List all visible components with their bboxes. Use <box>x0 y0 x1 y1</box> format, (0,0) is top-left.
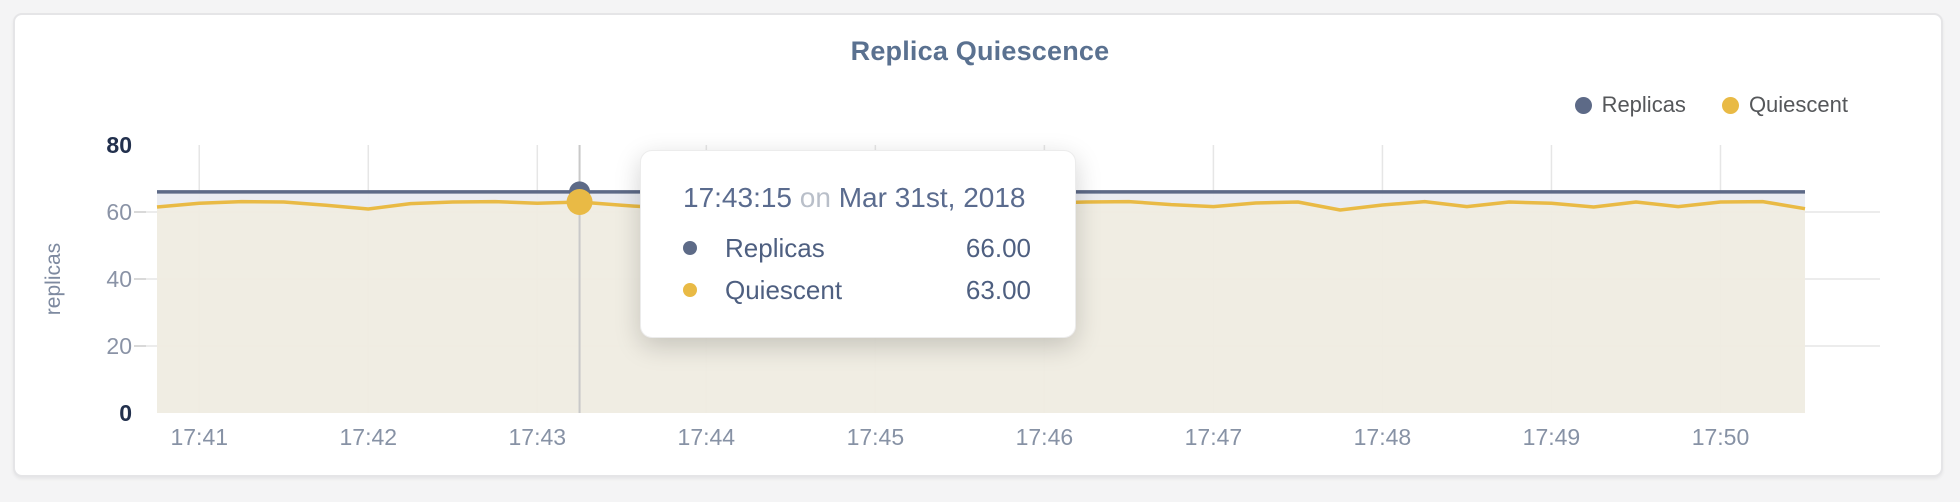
x-tick-label: 17:50 <box>1691 424 1750 450</box>
legend-item-quiescent[interactable]: Quiescent <box>1721 92 1848 118</box>
chart-legend: Replicas Quiescent <box>1574 92 1848 118</box>
tooltip-quiescent-value: 63.00 <box>965 274 1031 305</box>
x-tick-label: 17:44 <box>677 424 736 450</box>
y-tick-label: 0 <box>119 400 132 426</box>
x-tick-label: 17:45 <box>846 424 905 450</box>
legend-label-replicas: Replicas <box>1601 92 1686 117</box>
tooltip-rows: Replicas 66.00 Quiescent 63.00 <box>683 227 1031 311</box>
tooltip-row-replicas: Replicas 66.00 <box>683 227 1031 269</box>
tooltip-time: 17:43:15 <box>683 182 792 213</box>
replicas-series-dot-icon <box>1574 96 1592 114</box>
tooltip-header: 17:43:15 on Mar 31st, 2018 <box>683 181 1031 215</box>
tooltip-quiescent-label: Quiescent <box>725 274 843 305</box>
tooltip-replicas-value: 66.00 <box>965 232 1031 263</box>
tooltip-preposition: on <box>799 182 831 213</box>
legend-label-quiescent: Quiescent <box>1748 92 1848 117</box>
chart-title: Replica Quiescence <box>850 36 1110 66</box>
quiescent-tooltip-dot-icon <box>683 283 697 297</box>
quiescent-series-dot-icon <box>1721 96 1739 114</box>
y-tick-label: 60 <box>106 199 132 225</box>
x-tick-label: 17:46 <box>1015 424 1074 450</box>
y-tick-label: 20 <box>106 333 132 359</box>
tooltip-row-quiescent: Quiescent 63.00 <box>683 269 1031 311</box>
replicas-tooltip-dot-icon <box>683 241 697 255</box>
tooltip-date: Mar 31st, 2018 <box>838 182 1026 213</box>
tooltip-replicas-label: Replicas <box>725 232 825 263</box>
x-tick-label: 17:43 <box>508 424 567 450</box>
x-tick-label: 17:49 <box>1522 424 1581 450</box>
quiescent-hover-marker <box>566 188 593 215</box>
y-tick-label: 40 <box>106 266 132 292</box>
y-tick-label: 80 <box>106 132 132 158</box>
x-tick-label: 17:48 <box>1353 424 1412 450</box>
x-tick-label: 17:47 <box>1184 424 1243 450</box>
x-tick-label: 17:42 <box>339 424 398 450</box>
x-tick-label: 17:41 <box>170 424 229 450</box>
hover-tooltip: 17:43:15 on Mar 31st, 2018 Replicas 66.0… <box>640 150 1076 338</box>
legend-item-replicas[interactable]: Replicas <box>1574 92 1686 118</box>
